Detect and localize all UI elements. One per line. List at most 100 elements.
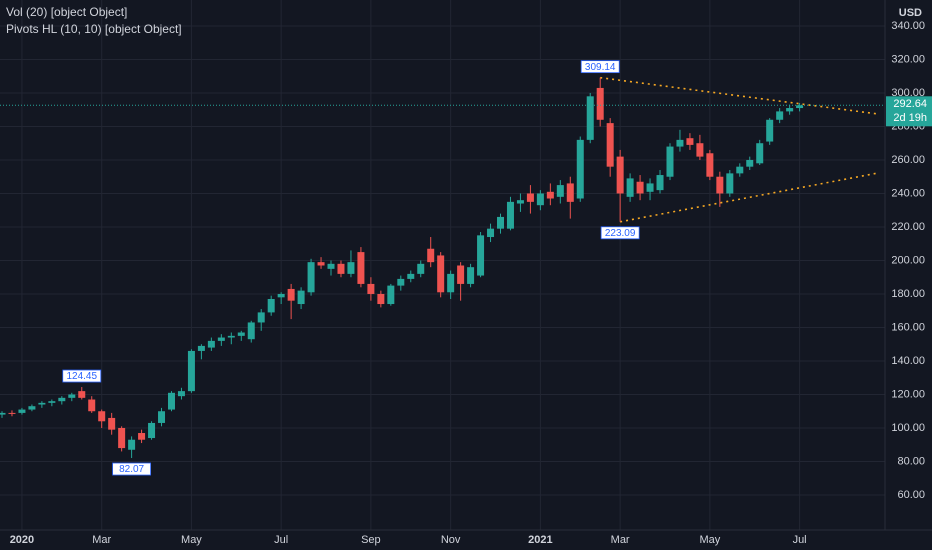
candle-body: [18, 409, 26, 413]
candle-body: [197, 345, 205, 351]
candle-body: [287, 288, 295, 301]
trend-line: [619, 172, 879, 223]
x-tick-label: Jul: [274, 534, 288, 546]
pivot-label: 223.09: [605, 228, 636, 239]
candle-body: [546, 191, 554, 199]
candle-body: [38, 402, 46, 405]
candle-body: [417, 263, 425, 274]
candle-body: [158, 411, 166, 423]
currency-label: USD: [899, 7, 922, 19]
candle-body: [277, 293, 285, 298]
candle-body: [477, 235, 485, 276]
candle-body: [98, 411, 106, 422]
pivot-label-box: [112, 462, 152, 476]
candle-body: [487, 228, 495, 238]
candle-body: [267, 299, 275, 313]
candle-body: [686, 138, 694, 145]
candle-body: [327, 263, 335, 269]
candle-body: [786, 108, 794, 112]
candle-body: [257, 312, 265, 323]
candle-body: [526, 193, 534, 202]
candle-body: [706, 153, 714, 177]
candle-body: [217, 337, 225, 341]
x-tick-label: Mar: [611, 534, 630, 546]
candle-body: [297, 290, 305, 305]
candle-body: [108, 417, 116, 430]
candle-body: [237, 332, 245, 336]
candle-body: [78, 391, 86, 398]
candle-body: [48, 401, 56, 403]
y-tick-label: 120.00: [891, 388, 925, 400]
plot: 124.45 309.14 82.07 223.09: [0, 60, 885, 476]
candle-body: [497, 216, 504, 229]
y-tick-label: 160.00: [891, 321, 925, 333]
y-tick-label: 340.00: [891, 20, 925, 32]
candle-body: [726, 173, 734, 194]
candle-body: [536, 193, 544, 206]
x-tick-label: Jul: [793, 534, 807, 546]
x-tick-label: Nov: [441, 534, 461, 546]
candle-body: [407, 273, 415, 279]
candle-body: [377, 293, 385, 305]
candle-body: [148, 422, 156, 439]
candle-body: [796, 105, 804, 109]
candle-body: [776, 111, 784, 120]
candle-body: [636, 181, 644, 194]
candle-body: [307, 262, 315, 293]
candle-body: [337, 263, 345, 274]
candle-body: [427, 248, 435, 263]
candle-body: [626, 178, 634, 197]
candle-body: [606, 123, 614, 167]
candle-body: [467, 267, 475, 284]
candle-body: [138, 433, 146, 440]
y-tick-label: 260.00: [891, 154, 925, 166]
y-tick-label: 80.00: [897, 455, 925, 467]
candle-body: [666, 146, 674, 177]
y-tick-label: 320.00: [891, 53, 925, 65]
x-tick-label: Mar: [92, 534, 111, 546]
candle-body: [516, 200, 524, 204]
candle-body: [556, 185, 564, 197]
last-price-badge: [886, 96, 932, 127]
x-tick-label: May: [699, 534, 720, 546]
candle-body: [586, 96, 594, 140]
axes: 60.00 80.00 100.00 120.00 140.00 160.00 180.00…: [10, 20, 932, 546]
y-tick-label: 180.00: [891, 288, 925, 300]
indicator-label: Vol (20) [object Object]: [6, 5, 127, 19]
candle-body: [397, 278, 405, 286]
candle-body: [68, 394, 76, 398]
pivot-label: 124.45: [66, 371, 97, 382]
x-tick-label: 2021: [528, 534, 552, 546]
candle-body: [88, 399, 96, 412]
x-tick-label: May: [181, 534, 202, 546]
candle-body: [317, 262, 325, 266]
candle-body: [656, 175, 664, 191]
candle-body: [437, 255, 445, 293]
candle-body: [457, 265, 465, 284]
candle-body: [387, 285, 395, 305]
candle-body: [676, 139, 684, 147]
candle-body: [118, 427, 126, 449]
y-tick-label: 100.00: [891, 422, 925, 434]
candle-body: [766, 119, 774, 142]
candle-body: [566, 183, 574, 202]
candle-body: [506, 201, 514, 229]
y-tick-label: 220.00: [891, 221, 925, 233]
candle-body: [177, 391, 185, 397]
y-tick-label: 240.00: [891, 187, 925, 199]
y-tick-label: 60.00: [897, 489, 925, 501]
pivot-label-box: [62, 369, 102, 383]
candle-body: [0, 412, 6, 415]
candle-body: [347, 262, 355, 274]
indicator-label: Pivots HL (10, 10) [object Object]: [6, 22, 182, 36]
candle-body: [367, 283, 375, 294]
candle-body: [576, 139, 584, 199]
pivot-label: 82.07: [119, 464, 144, 475]
last-price: 292.64: [893, 98, 927, 110]
pivot-label-box: [580, 60, 620, 74]
candle-body: [756, 143, 764, 164]
x-tick-label: 2020: [10, 534, 34, 546]
